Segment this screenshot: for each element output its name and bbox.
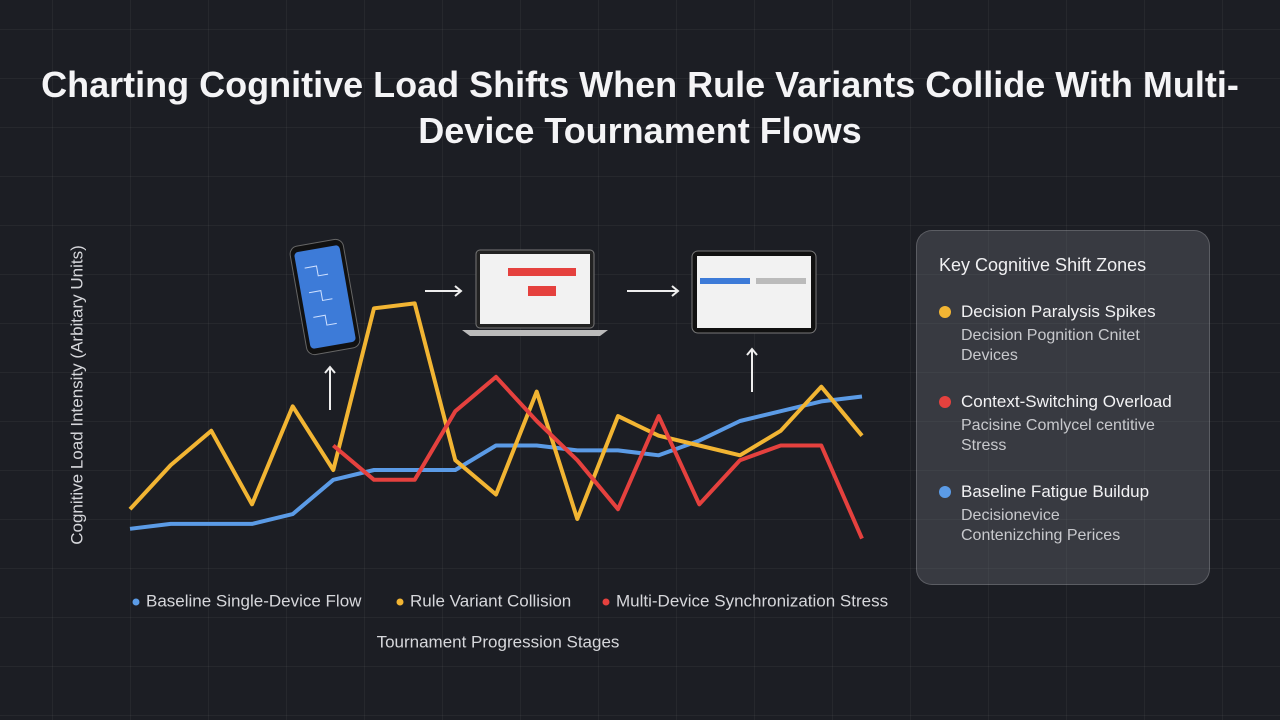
chart-title: Charting Cognitive Load Shifts When Rule…: [41, 64, 1239, 151]
key-label: Baseline Fatigue Buildup: [961, 482, 1150, 501]
key-description: Pacisine Comlycel centitive Stress: [961, 417, 1155, 454]
legend-dot: [396, 598, 404, 606]
key-dot: [939, 306, 951, 318]
legend-label: Multi-Device Synchronization Stress: [616, 591, 888, 610]
y-axis-label: Cognitive Load Intensity (Arbitary Units…: [67, 245, 86, 545]
key-item: Baseline Fatigue Buildup Decisionevice Co…: [939, 482, 1187, 546]
key-item: Decision Paralysis Spikes Decision Pognit…: [939, 302, 1187, 366]
series-line: [332, 374, 864, 540]
legend-label: Rule Variant Collision: [410, 591, 571, 610]
key-label: Context-Switching Overload: [961, 392, 1172, 411]
chart: Cognitive Load Intensity (Arbitary Units…: [67, 238, 888, 651]
legend-label: Baseline Single-Device Flow: [146, 591, 362, 610]
legend-dot: [602, 598, 610, 606]
key-dot: [939, 486, 951, 498]
key-panel: Key Cognitive Shift Zones Decision Paral…: [916, 230, 1210, 585]
x-axis-label: Tournament Progression Stages: [377, 632, 620, 651]
series-line: [129, 394, 863, 531]
key-dot: [939, 396, 951, 408]
device-illustrations: [289, 238, 817, 410]
key-label: Decision Paralysis Spikes: [961, 302, 1156, 321]
key-description: Decision Pognition Cnitet Devices: [961, 327, 1140, 364]
panel-title: Key Cognitive Shift Zones: [939, 255, 1147, 275]
key-item: Context-Switching Overload Pacisine Comly…: [939, 392, 1187, 456]
legend-dot: [132, 598, 140, 606]
key-description: Decisionevice Contenizching Perices: [961, 507, 1121, 544]
panel-items: Decision Paralysis Spikes Decision Pognit…: [939, 302, 1187, 546]
series-line: [128, 301, 864, 521]
